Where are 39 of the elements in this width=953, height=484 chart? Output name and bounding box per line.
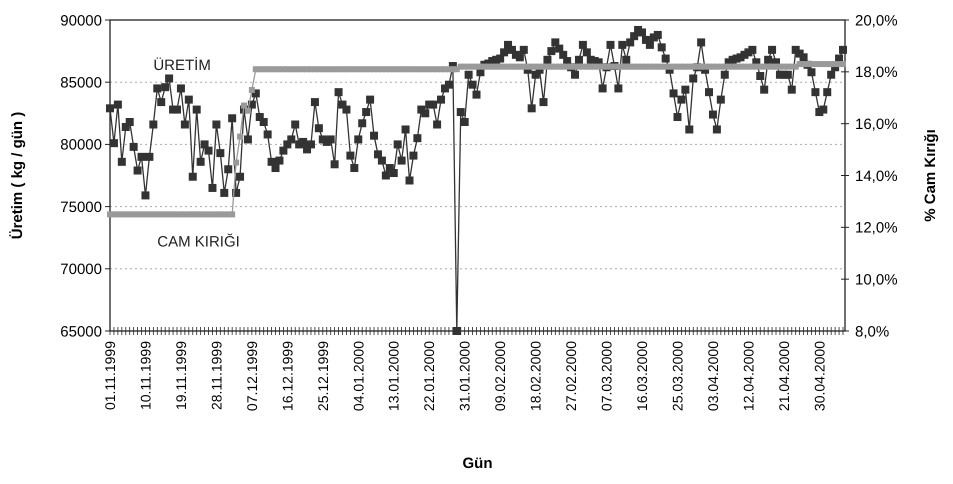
y2-tick-label: 10,0%: [855, 271, 898, 288]
x-tick-label: 21.04.2000: [776, 340, 792, 412]
y2-tick-label: 18,0%: [855, 64, 898, 82]
y2-tick-label: 8,0%: [855, 323, 890, 340]
series-label: ÜRETİM: [153, 56, 211, 74]
x-tick-label: 30.04.2000: [811, 340, 828, 412]
y-tick-label: 90000: [60, 12, 102, 30]
x-tick-label: 03.04.2000: [704, 340, 721, 412]
x-tick-label: 10.11.1999: [137, 340, 154, 410]
x-tick-label: 01.11.1999: [102, 340, 118, 410]
y-tick-label: 75000: [60, 198, 102, 216]
y-tick-label: 80000: [60, 136, 102, 154]
x-tick-label: 19.11.1999: [172, 340, 189, 410]
x-tick-label: 31.01.2000: [456, 340, 473, 412]
x-tick-label: 22.01.2000: [421, 340, 438, 412]
x-tick-label: 09.02.2000: [492, 340, 508, 412]
y2-axis-title: % Cam Kırığı: [922, 129, 939, 222]
x-tick-label: 13.01.2000: [386, 340, 402, 412]
x-tick-label: 28.11.1999: [208, 340, 224, 410]
y-tick-label: 85000: [60, 74, 102, 92]
y-tick-label: 65000: [60, 323, 102, 340]
x-tick-label: 07.03.2000: [598, 340, 615, 412]
x-tick-label: 12.04.2000: [740, 340, 756, 412]
y2-tick-label: 12,0%: [855, 220, 898, 237]
x-tick-label: 16.03.2000: [634, 340, 650, 412]
x-tick-label: 16.12.1999: [279, 340, 296, 412]
x-tick-label: 18.02.2000: [528, 340, 544, 412]
x-tick-label: 27.02.2000: [563, 340, 580, 412]
x-tick-label: 25.12.1999: [314, 340, 331, 412]
y2-tick-label: 14,0%: [855, 168, 898, 185]
x-tick-label: 07.12.1999: [244, 340, 260, 412]
x-tick-label: 25.03.2000: [669, 340, 686, 412]
series-label: CAM KIRIĞI: [157, 232, 240, 250]
y2-tick-label: 20,0%: [855, 12, 898, 30]
x-tick-label: 04.01.2000: [350, 340, 366, 412]
y-axis-title: Üretim ( kg / gün ): [9, 112, 26, 240]
x-axis-title: Gün: [462, 455, 492, 472]
y2-tick-label: 16,0%: [855, 116, 898, 133]
y-tick-label: 70000: [60, 261, 102, 278]
